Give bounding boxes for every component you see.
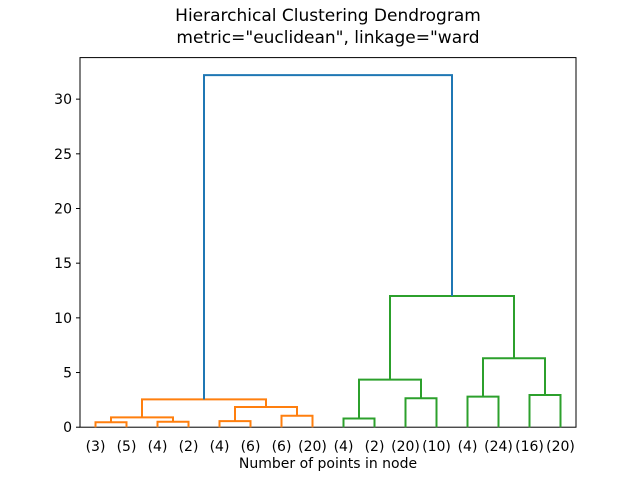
- x-tick-label: (4): [334, 439, 354, 455]
- x-tick-label: (4): [458, 439, 478, 455]
- y-tick-label: 20: [54, 202, 72, 218]
- dendrogram-link-M3: [218, 420, 252, 428]
- x-tick-label: (20): [391, 439, 420, 455]
- dendrogram-link-M1: [156, 420, 190, 428]
- chart-title-block: Hierarchical Clustering Dendrogram metri…: [80, 5, 576, 49]
- y-tick-label: 5: [63, 366, 72, 382]
- chart-title: Hierarchical Clustering Dendrogram: [175, 6, 481, 26]
- x-tick-label: (6): [272, 439, 292, 455]
- dendrogram-link-M8: [404, 397, 438, 428]
- dendrogram-link-M2: [110, 416, 174, 423]
- dendrogram-link-M6: [141, 398, 267, 418]
- axes-box: [79, 57, 577, 428]
- x-tick-label: (2): [179, 439, 199, 455]
- x-tick-label: (4): [210, 439, 230, 455]
- x-axis-label: Number of points in node: [238, 456, 418, 472]
- dendrogram-link-M0: [94, 421, 128, 428]
- dendrogram-link-M7: [342, 417, 376, 428]
- y-tick-label: 30: [54, 92, 72, 108]
- dendrogram-link-M11: [528, 393, 562, 428]
- x-tick-label: (24): [484, 439, 513, 455]
- x-tick-label: (2): [365, 439, 385, 455]
- x-tick-label: (6): [241, 439, 261, 455]
- x-tick-label: (4): [148, 439, 168, 455]
- chart-subtitle: metric="euclidean", linkage="ward: [176, 28, 480, 48]
- dendrogram-link-M10: [466, 395, 500, 428]
- dendrogram-link-M4: [280, 414, 314, 428]
- x-tick-label: (10): [422, 439, 451, 455]
- dendrogram-link-M5: [234, 405, 298, 422]
- y-tick-label: 25: [54, 147, 72, 163]
- x-tick-label: (5): [117, 439, 137, 455]
- dendrogram-link-M12: [482, 357, 546, 397]
- y-tick-label: 15: [54, 256, 72, 272]
- dendrogram-link-M14: [203, 74, 453, 400]
- y-tick-label: 0: [63, 420, 72, 436]
- x-tick-label: (3): [86, 439, 106, 455]
- dendrogram-link-M13: [389, 294, 515, 380]
- x-tick-label: (16): [515, 439, 544, 455]
- x-tick-label: (20): [546, 439, 575, 455]
- x-tick-label: (20): [298, 439, 327, 455]
- y-tick-label: 10: [54, 311, 72, 327]
